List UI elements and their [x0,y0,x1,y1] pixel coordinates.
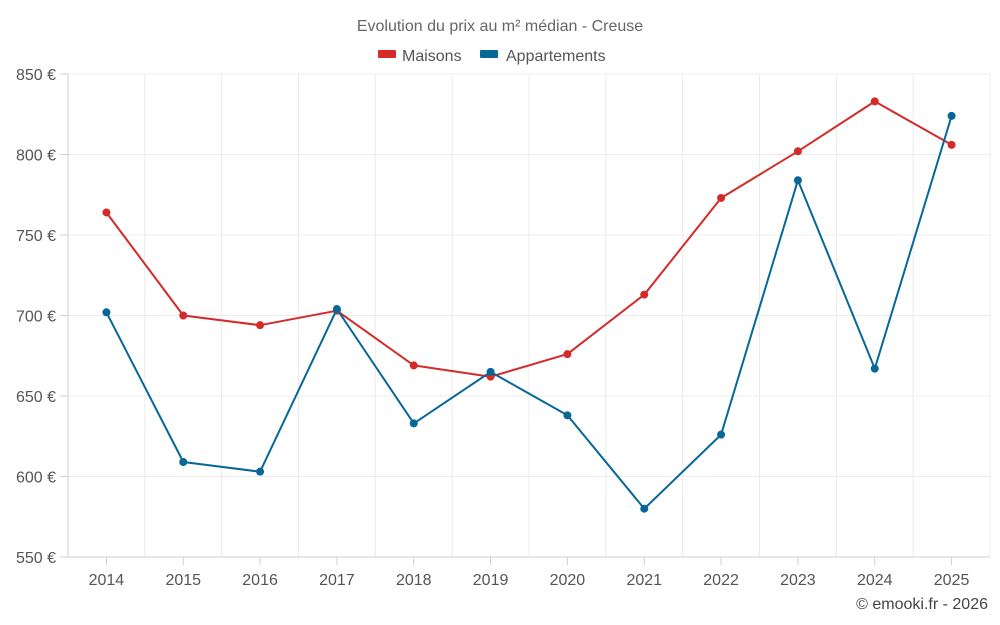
chart-title: Evolution du prix au m² médian - Creuse [357,18,643,35]
legend-swatch-maisons [378,50,396,58]
data-point-maisons[interactable] [102,208,111,217]
data-point-appartements[interactable] [409,419,418,428]
legend-swatch-appartements [480,50,498,58]
x-tick-label: 2021 [626,572,662,589]
data-point-maisons[interactable] [409,361,418,370]
legend: Maisons Appartements [378,48,606,65]
x-tick-label: 2015 [165,572,201,589]
series-line-appartements [105,115,953,510]
x-tick-label: 2014 [89,572,125,589]
data-point-appartements[interactable] [179,458,188,467]
data-point-maisons[interactable] [870,97,879,106]
x-tick-label: 2024 [857,572,893,589]
data-point-appartements[interactable] [102,308,111,317]
y-tick-label: 850 € [16,67,56,84]
data-point-appartements[interactable] [332,305,341,314]
x-tick-label: 2020 [550,572,586,589]
data-point-maisons[interactable] [793,147,802,156]
data-point-maisons[interactable] [256,321,265,330]
data-point-appartements[interactable] [256,467,265,476]
data-point-appartements[interactable] [486,367,495,376]
series-line-maisons [105,100,953,378]
data-point-appartements[interactable] [640,504,649,513]
series-layer [102,97,956,513]
grid [67,73,991,558]
y-tick-label: 700 € [16,309,56,326]
x-tick-label: 2025 [934,572,970,589]
legend-label-appartements[interactable]: Appartements [506,48,606,65]
data-point-maisons[interactable] [947,140,956,149]
data-point-maisons[interactable] [563,350,572,359]
y-tick-label: 800 € [16,148,56,165]
data-point-maisons[interactable] [179,311,188,320]
y-tick-label: 600 € [16,470,56,487]
x-tick-label: 2017 [319,572,355,589]
x-tick-label: 2019 [473,572,509,589]
x-tick-label: 2023 [780,572,816,589]
data-point-appartements[interactable] [563,411,572,420]
data-point-maisons[interactable] [640,290,649,299]
y-tick-label: 650 € [16,389,56,406]
credit-text: © emooki.fr - 2026 [856,596,988,613]
legend-label-maisons[interactable]: Maisons [402,48,462,65]
data-point-appartements[interactable] [870,364,879,373]
x-axis: 2014 2015 2016 2017 2018 2019 2020 2021 2022 2023… [68,556,990,589]
x-tick-label: 2022 [703,572,739,589]
series-maisons [102,97,956,381]
series-appartements [102,111,956,513]
y-tick-label: 550 € [16,550,56,567]
x-tick-label: 2016 [242,572,278,589]
data-point-appartements[interactable] [947,111,956,120]
data-point-appartements[interactable] [793,176,802,185]
y-axis: 550 € 600 € 650 € 700 € 750 € 800 € 850 € [16,67,69,567]
data-point-maisons[interactable] [717,193,726,202]
x-tick-label: 2018 [396,572,432,589]
data-point-appartements[interactable] [717,430,726,439]
y-tick-label: 750 € [16,228,56,245]
